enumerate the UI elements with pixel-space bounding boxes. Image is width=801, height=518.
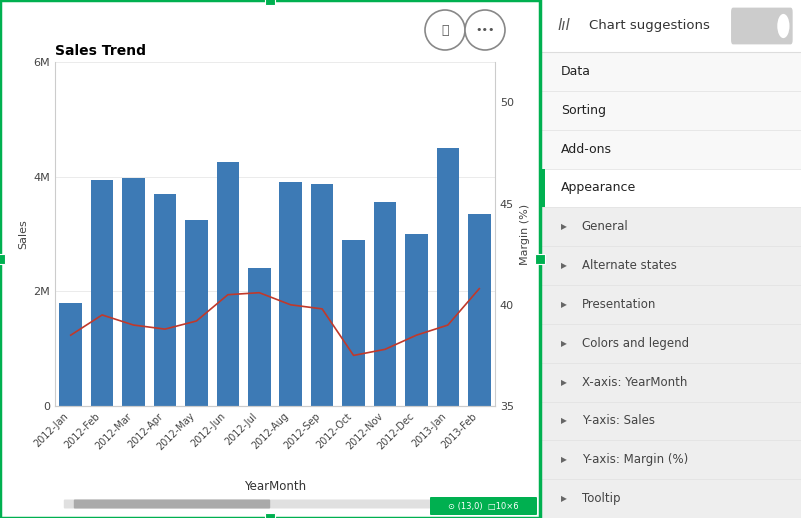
Text: X-axis: YearMonth: X-axis: YearMonth [582,376,687,388]
Text: Appearance: Appearance [561,181,636,194]
Bar [154,194,176,406]
Bar [540,52,801,91]
Bar [540,479,801,518]
Text: ▶: ▶ [561,339,566,348]
Bar [405,234,428,406]
Text: Sales Trend: Sales Trend [55,44,146,58]
Bar [59,303,82,406]
Text: Y-axis: Margin (%): Y-axis: Margin (%) [582,453,688,466]
Text: •••: ••• [475,25,495,35]
Y-axis label: Margin (%): Margin (%) [520,204,529,265]
Text: ▶: ▶ [561,300,566,309]
FancyBboxPatch shape [731,8,793,45]
Text: YearMonth: YearMonth [244,480,306,493]
Bar [91,180,114,406]
Text: General: General [582,220,629,233]
Text: Tooltip: Tooltip [582,492,620,505]
Bar [540,168,545,207]
Text: ▶: ▶ [561,378,566,386]
FancyBboxPatch shape [74,499,270,509]
Text: Alternate states: Alternate states [582,259,677,272]
Bar [468,214,490,406]
Bar [248,268,271,406]
Bar [342,240,365,406]
Text: ⊙ (13,0)  □10×6: ⊙ (13,0) □10×6 [449,501,519,511]
Bar [540,285,801,324]
FancyBboxPatch shape [430,497,537,515]
Bar [540,363,801,401]
Bar [540,91,801,130]
Text: ▶: ▶ [561,222,566,231]
Bar [540,246,801,285]
Bar [540,0,801,52]
Bar [280,182,302,406]
Text: Colors and legend: Colors and legend [582,337,689,350]
Bar [540,130,801,168]
Text: Sorting: Sorting [561,104,606,117]
FancyBboxPatch shape [64,499,497,509]
Text: Chart suggestions: Chart suggestions [590,20,710,33]
Bar [185,220,207,406]
Bar [540,324,801,363]
Bar [540,207,801,246]
Bar [540,168,801,207]
Text: Presentation: Presentation [582,298,656,311]
Circle shape [777,14,790,38]
Bar [540,401,801,440]
Text: ▶: ▶ [561,494,566,503]
Bar [123,178,145,406]
Text: Data: Data [561,65,591,78]
Text: lıl: lıl [557,19,570,34]
Bar [540,440,801,479]
Y-axis label: Sales: Sales [18,219,28,249]
Text: ⤢: ⤢ [441,23,449,36]
Text: ▶: ▶ [561,416,566,425]
Bar [374,203,396,406]
Text: ▶: ▶ [561,455,566,464]
Text: ▶: ▶ [561,261,566,270]
Bar [437,148,459,406]
Bar [311,184,333,406]
Bar [216,162,239,406]
Text: Add-ons: Add-ons [561,142,612,155]
Text: Y-axis: Sales: Y-axis: Sales [582,414,654,427]
